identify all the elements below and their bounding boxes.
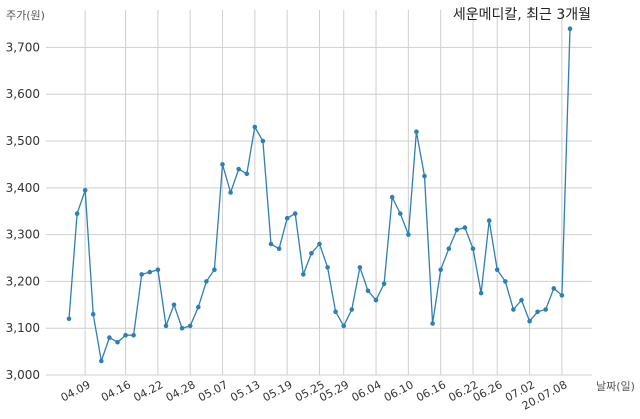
data-point bbox=[543, 307, 548, 312]
x-tick-label: 04.16 bbox=[99, 378, 133, 404]
data-point bbox=[228, 190, 233, 195]
y-tick-label: 3,000 bbox=[6, 368, 40, 382]
data-point bbox=[260, 138, 266, 144]
data-point bbox=[292, 211, 298, 216]
data-point bbox=[389, 194, 395, 200]
y-tick-label: 3,100 bbox=[6, 321, 40, 335]
y-tick-label: 3,600 bbox=[6, 87, 40, 101]
data-point bbox=[317, 241, 322, 247]
data-point bbox=[252, 124, 258, 130]
data-point bbox=[131, 332, 136, 338]
y-tick-label: 3,200 bbox=[6, 274, 40, 288]
data-point bbox=[74, 211, 80, 216]
x-tick-label: 04.22 bbox=[131, 378, 165, 404]
data-point bbox=[139, 272, 144, 277]
data-point bbox=[115, 339, 120, 345]
data-point bbox=[309, 251, 314, 256]
x-tick-label: 04.09 bbox=[59, 378, 93, 404]
data-point bbox=[123, 332, 128, 338]
data-point bbox=[220, 162, 225, 167]
data-point bbox=[82, 187, 88, 193]
x-tick-label: 05.13 bbox=[228, 378, 262, 404]
data-point bbox=[66, 316, 72, 322]
data-point bbox=[430, 321, 435, 326]
data-point bbox=[470, 246, 476, 251]
chart-title: 세운메디칼, 최근 3개월 bbox=[453, 7, 591, 23]
data-point bbox=[212, 267, 217, 273]
x-tick-label: 06.04 bbox=[350, 378, 384, 404]
data-point bbox=[527, 318, 532, 324]
y-axis-ticks: 3,000 3,100 3,200 3,300 3,400 3,500 3,600 3,700 bbox=[6, 40, 40, 382]
data-point bbox=[284, 215, 290, 221]
data-point bbox=[365, 288, 371, 294]
data-point bbox=[503, 279, 508, 284]
data-point bbox=[422, 173, 427, 179]
data-point bbox=[373, 297, 379, 303]
y-axis-label: 주가(원) bbox=[6, 9, 45, 22]
data-point bbox=[381, 281, 387, 287]
grid bbox=[46, 10, 592, 376]
data-point bbox=[333, 309, 338, 315]
data-point bbox=[107, 335, 112, 340]
data-point bbox=[341, 323, 347, 329]
data-point bbox=[244, 171, 250, 177]
data-point bbox=[276, 246, 282, 251]
data-points bbox=[66, 26, 573, 364]
data-point bbox=[204, 279, 209, 284]
y-tick-label: 3,300 bbox=[6, 228, 40, 242]
x-tick-label: 04.28 bbox=[164, 378, 198, 404]
data-point bbox=[519, 297, 524, 303]
data-point bbox=[90, 311, 96, 317]
data-point bbox=[511, 307, 516, 312]
data-point bbox=[147, 269, 153, 275]
data-point bbox=[486, 218, 492, 223]
x-tick-label: 06.16 bbox=[414, 378, 448, 404]
data-point bbox=[462, 225, 468, 230]
x-tick-label: 05.19 bbox=[261, 378, 295, 404]
data-point bbox=[179, 325, 185, 331]
data-point bbox=[349, 307, 355, 312]
data-point bbox=[454, 227, 460, 233]
data-point bbox=[535, 309, 540, 315]
data-point bbox=[155, 267, 161, 273]
data-point bbox=[438, 267, 444, 273]
data-point bbox=[325, 265, 330, 270]
data-point bbox=[551, 286, 557, 291]
data-point bbox=[494, 267, 500, 273]
x-tick-label: 06.10 bbox=[382, 378, 416, 404]
data-point bbox=[99, 358, 104, 364]
data-point bbox=[446, 246, 452, 251]
data-point bbox=[236, 166, 241, 172]
x-tick-label: 05.07 bbox=[196, 378, 230, 404]
data-point bbox=[414, 129, 419, 134]
y-tick-label: 3,700 bbox=[6, 40, 40, 54]
data-point bbox=[406, 232, 411, 237]
data-point bbox=[357, 265, 363, 270]
x-axis-label: 날짜(일) bbox=[596, 379, 635, 393]
data-point bbox=[559, 293, 565, 298]
data-point bbox=[196, 304, 201, 310]
data-point bbox=[478, 290, 484, 296]
data-point bbox=[268, 241, 274, 247]
data-point bbox=[398, 211, 403, 216]
y-tick-label: 3,500 bbox=[6, 134, 40, 148]
data-point bbox=[163, 323, 169, 329]
data-point bbox=[187, 323, 193, 329]
data-point bbox=[567, 26, 573, 32]
x-axis-ticks: 04.09 04.1604.2204.2805.0705.1305.1905.25… bbox=[59, 378, 570, 412]
y-tick-label: 3,400 bbox=[6, 181, 40, 195]
data-point bbox=[301, 272, 306, 277]
data-point bbox=[171, 302, 177, 308]
